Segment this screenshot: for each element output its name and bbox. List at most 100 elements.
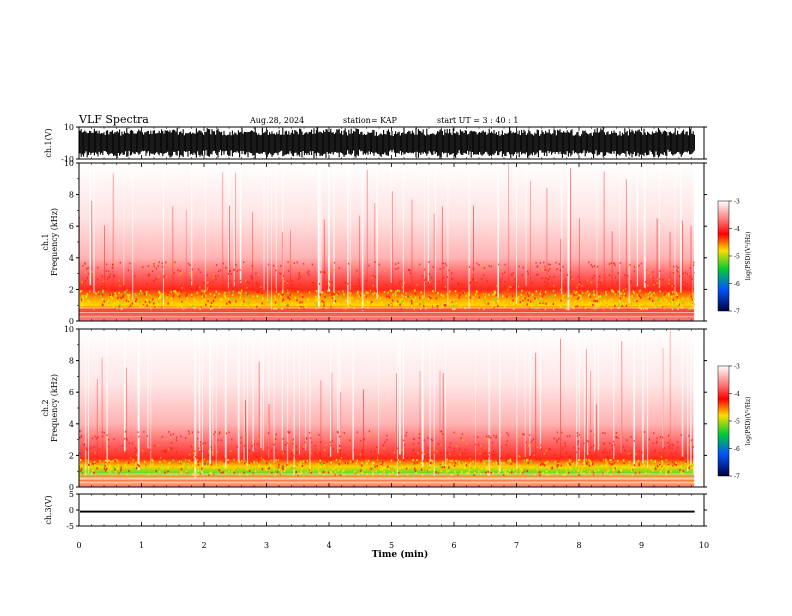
spectrogram-moderate-cell <box>586 439 588 442</box>
spectrogram-moderate-cell <box>559 288 562 291</box>
spectrogram-moderate-cell <box>101 285 103 288</box>
spectrogram-moderate-cell <box>168 431 170 433</box>
spectrogram-band-cell <box>376 464 378 468</box>
spectrogram-moderate-cell <box>211 451 213 453</box>
spectrogram-moderate-cell <box>291 449 294 451</box>
spectrogram-moderate-cell <box>189 453 191 456</box>
spectrogram-moderate-cell <box>616 281 619 284</box>
spectrogram-band-cell <box>485 303 488 306</box>
spectrogram-moderate-cell <box>484 264 487 267</box>
spectrogram-band-cell <box>317 468 319 471</box>
spectrogram-band-cell <box>414 296 417 299</box>
spectrogram-band-cell <box>276 303 278 306</box>
spectrogram-moderate-cell <box>424 455 426 458</box>
spectrogram-moderate-cell <box>253 454 256 456</box>
spectrogram-band-cell <box>560 464 563 468</box>
spectrogram-band-cell <box>541 301 544 304</box>
spectrogram-band-cell <box>150 307 152 311</box>
spectrogram-moderate-cell <box>365 279 368 282</box>
spectrogram-moderate-cell <box>559 269 562 272</box>
spectrogram-band-cell <box>203 295 205 298</box>
spectrogram-band-cell <box>667 464 670 467</box>
spectrogram-band-cell <box>197 463 200 466</box>
spectrogram-moderate-cell <box>260 286 262 288</box>
spectrogram-band-cell <box>539 292 542 295</box>
spectrogram-band-cell <box>275 307 278 310</box>
spectrogram-band-cell <box>235 300 237 303</box>
spectrogram-band-cell <box>647 295 650 299</box>
spectrogram-moderate-cell <box>496 453 498 455</box>
spectrogram-moderate-cell <box>96 278 99 281</box>
spectrogram-band-cell <box>187 466 190 470</box>
spectrogram-band-cell <box>240 289 243 292</box>
spectrogram-band-cell <box>622 466 624 469</box>
spectrogram-moderate-cell <box>129 262 131 265</box>
spectrogram-band-cell <box>191 461 193 464</box>
spectrogram-band-cell <box>82 298 84 301</box>
spectrogram-band-cell <box>649 467 652 470</box>
spectrogram-band-cell <box>186 472 188 475</box>
spectrogram-gap-streak <box>281 329 283 451</box>
spectrogram-moderate-cell <box>384 457 387 460</box>
spectrogram-moderate-cell <box>204 442 206 445</box>
spectrogram-moderate-cell <box>240 441 242 444</box>
spectrogram-burst <box>268 404 270 459</box>
spectrogram-moderate-cell <box>578 283 580 286</box>
spectrogram-moderate-cell <box>615 436 617 438</box>
spectrogram-moderate-cell <box>583 442 585 445</box>
spectrogram-band-cell <box>659 302 661 305</box>
spectrogram-band-cell <box>125 299 128 302</box>
spectrogram-moderate-cell <box>149 449 151 452</box>
spectrogram-band-cell <box>432 290 434 293</box>
spectrogram-moderate-cell <box>217 270 220 273</box>
spectrogram-band-cell <box>294 462 296 465</box>
spectrogram-band-cell <box>157 303 159 307</box>
spectrogram-gap-streak <box>137 329 140 471</box>
spectrogram-moderate-cell <box>239 431 241 433</box>
spectrogram-band-cell <box>205 465 208 469</box>
spectrogram-moderate-cell <box>310 452 312 455</box>
spectrogram-moderate-cell <box>347 262 350 265</box>
spectrogram-band-cell <box>488 293 490 296</box>
spectrogram-band-cell <box>556 471 558 474</box>
spectrogram-band-cell <box>278 293 280 296</box>
spectrogram-band-cell <box>418 296 421 299</box>
spectrogram-band-cell <box>580 468 582 471</box>
spectrogram-band-cell <box>411 462 414 466</box>
spectrogram-moderate-cell <box>671 285 673 288</box>
spectrogram-moderate-cell <box>537 273 539 276</box>
spectrogram-band-cell <box>264 467 267 470</box>
spectrogram-band-cell <box>610 458 613 462</box>
spectrogram-band-cell <box>90 468 92 471</box>
spectrogram-band-cell <box>451 308 454 311</box>
spectrogram-moderate-cell <box>165 452 167 454</box>
spectrogram-band-cell <box>603 472 606 475</box>
spectrogram-band-cell <box>476 463 478 466</box>
spectrogram-moderate-cell <box>693 271 696 274</box>
spectrogram-moderate-cell <box>602 451 604 454</box>
spectrogram-band-cell <box>297 290 299 294</box>
spectrogram-moderate-cell <box>653 283 655 286</box>
spectrogram-band-cell <box>151 458 153 461</box>
spectrogram-band-cell <box>645 307 647 310</box>
spectrogram-band-cell <box>196 301 198 304</box>
spectrogram-band-cell <box>451 300 453 303</box>
spectrogram-moderate-cell <box>211 280 214 283</box>
ch3-waveform-trace <box>80 510 695 513</box>
spectrogram-band-cell <box>609 466 611 469</box>
spectrogram-moderate-cell <box>659 270 661 272</box>
spectrogram-band-cell <box>657 299 660 302</box>
spectrogram-moderate-cell <box>585 452 587 455</box>
spectrogram-moderate-cell <box>246 286 248 289</box>
spectrogram-moderate-cell <box>472 271 474 274</box>
spectrogram-moderate-cell <box>576 435 579 437</box>
spectrogram-moderate-cell <box>264 284 267 287</box>
spectrogram-band-cell <box>207 460 209 463</box>
spectrogram-burst <box>374 202 376 290</box>
spectrogram-moderate-cell <box>690 439 693 442</box>
spectrogram-band-cell <box>628 460 631 464</box>
spectrogram-band-cell <box>120 465 122 468</box>
spectrogram-moderate-cell <box>374 261 376 264</box>
spectrogram-band-cell <box>468 468 471 471</box>
spectrogram-moderate-cell <box>641 433 643 436</box>
